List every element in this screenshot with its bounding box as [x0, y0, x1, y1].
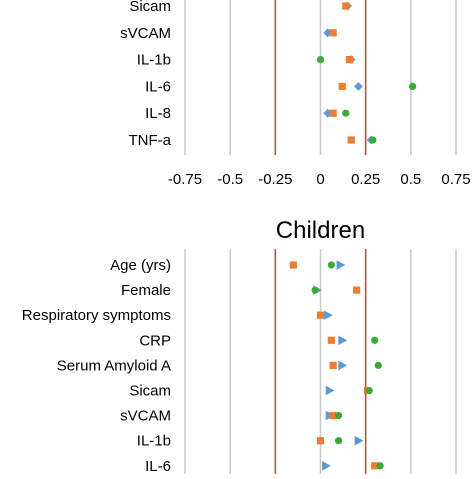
square-marker [289, 261, 297, 269]
x-tick-label: -0.5 [217, 171, 243, 188]
circle-marker [409, 82, 417, 90]
x-tick-label: -0.25 [258, 171, 292, 188]
circle-marker [365, 386, 373, 395]
row-label: Sicam [129, 383, 171, 400]
square-marker [345, 56, 354, 64]
circle-marker [369, 136, 377, 144]
triangle-marker [354, 435, 364, 446]
square-marker [329, 29, 337, 37]
x-tick-label: 0.25 [351, 171, 380, 188]
triangle-marker [325, 385, 335, 396]
square-marker [329, 412, 337, 420]
row-label: Sicam [129, 0, 171, 15]
row-label: sVCAM [120, 408, 171, 425]
square-marker [316, 311, 325, 319]
square-marker [327, 336, 335, 344]
x-tick-label: -0.75 [168, 171, 202, 188]
circle-marker [334, 437, 343, 445]
row-label: sVCAM [120, 25, 171, 42]
row-label: IL-1b [137, 52, 171, 69]
diamond-marker [354, 82, 363, 91]
circle-marker [376, 462, 384, 470]
x-tick-label: 0.75 [441, 171, 470, 188]
square-marker [329, 361, 337, 369]
square-marker [353, 286, 361, 294]
row-label: IL-8 [145, 105, 171, 122]
square-marker [329, 109, 337, 117]
circle-marker [374, 361, 382, 369]
row-label: IL-1b [137, 433, 171, 450]
x-tick-label: 0 [316, 171, 324, 188]
triangle-marker [338, 335, 348, 346]
circle-marker [311, 286, 319, 294]
row-label: Female [121, 282, 171, 299]
row-label: IL-6 [145, 78, 171, 95]
row-label: Serum Amyloid A [57, 357, 171, 374]
row-label: CRP [139, 332, 171, 349]
triangle-marker [336, 260, 346, 270]
panel-2: Children Age (yrs) Female Respiratory sympt… [22, 217, 457, 475]
panel-1: -0.75 -0.5 -0.25 0 0.25 0.5 0.75 Sicam sVCAM IL-1… [120, 0, 471, 188]
circle-marker [327, 261, 335, 269]
panel-title: Children [276, 217, 365, 244]
row-label: IL-6 [145, 458, 171, 474]
square-marker [342, 2, 350, 10]
circle-marker [342, 109, 350, 117]
triangle-marker [322, 461, 331, 471]
triangle-marker [338, 360, 348, 371]
circle-marker [371, 336, 379, 344]
circle-marker [334, 412, 343, 420]
circle-marker [316, 56, 325, 64]
square-marker [338, 82, 346, 90]
square-marker [371, 462, 379, 470]
square-marker [347, 136, 355, 144]
square-marker [316, 437, 325, 445]
x-tick-label: 0.5 [400, 171, 421, 188]
row-label: Respiratory symptoms [22, 307, 171, 324]
row-label: Age (yrs) [110, 257, 171, 274]
triangle-marker [323, 310, 333, 320]
row-label: TNF-a [129, 132, 172, 149]
